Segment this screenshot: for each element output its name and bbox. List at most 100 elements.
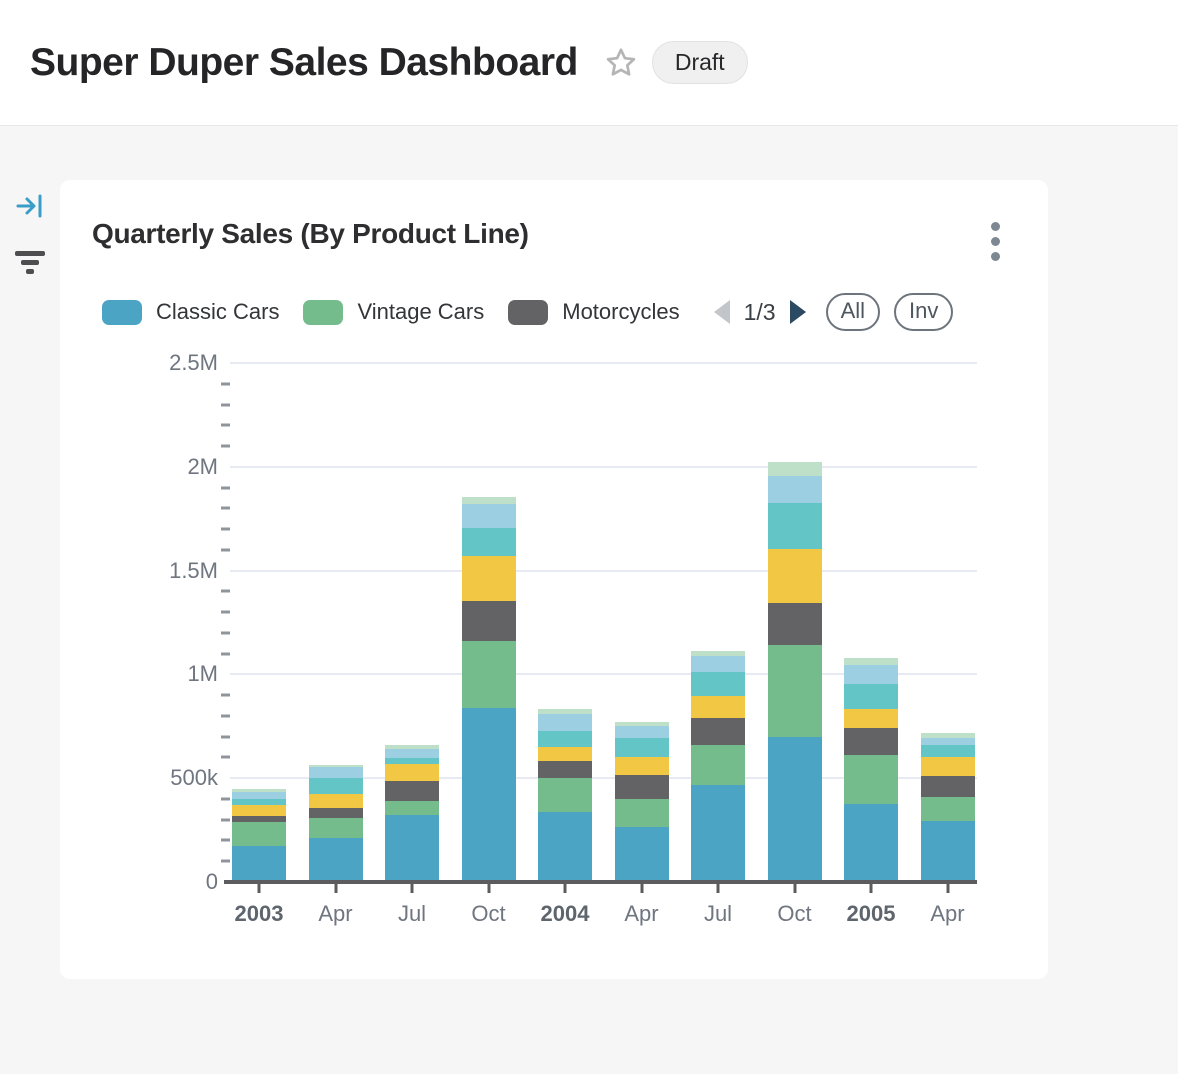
bar-segment-motorcycles[interactable] (385, 780, 439, 801)
bar-segment[interactable] (385, 764, 439, 781)
bar-segment-motorcycles[interactable] (614, 774, 669, 800)
bar-oct-3[interactable] (461, 363, 516, 882)
bar-segment[interactable] (538, 708, 592, 715)
legend-item-motorcycles[interactable]: Motorcycles (508, 299, 680, 325)
bar-jul-2[interactable] (385, 363, 439, 882)
bar-segment[interactable] (308, 777, 363, 794)
bar-segment-classic-cars[interactable] (538, 811, 592, 882)
bar-segment-motorcycles[interactable] (232, 815, 286, 823)
bar-segment-motorcycles[interactable] (691, 718, 745, 745)
bar-segment-vintage-cars[interactable] (308, 817, 363, 838)
bar-segment[interactable] (308, 764, 363, 767)
y-axis-tick-label: 2M (187, 453, 218, 479)
legend-page-indicator: 1/3 (743, 298, 776, 325)
bar-segment[interactable] (920, 732, 975, 739)
bar-segment[interactable] (614, 757, 669, 775)
bar-segment[interactable] (232, 791, 286, 799)
bar-2003-0[interactable] (232, 363, 286, 882)
bar-segment-motorcycles[interactable] (767, 602, 822, 645)
bar-2005-8[interactable] (844, 363, 898, 882)
bar-segment[interactable] (232, 798, 286, 806)
bar-segment[interactable] (461, 528, 516, 556)
bar-segment-classic-cars[interactable] (767, 736, 822, 882)
bar-segment[interactable] (920, 756, 975, 777)
bar-segment[interactable] (767, 475, 822, 503)
bar-segment-motorcycles[interactable] (920, 776, 975, 797)
bar-segment-motorcycles[interactable] (308, 808, 363, 818)
legend-swatch (508, 299, 549, 325)
chart-title: Quarterly Sales (By Product Line) (92, 218, 529, 249)
bar-segment[interactable] (767, 502, 822, 550)
legend-row: Classic Cars Vintage Cars Motorcycles 1/3 … (102, 292, 1016, 332)
bar-segment[interactable] (691, 695, 745, 719)
bar-segment-classic-cars[interactable] (232, 846, 286, 882)
bar-segment[interactable] (461, 504, 516, 529)
bar-segment[interactable] (614, 722, 669, 727)
y-axis-minor-tick (221, 382, 230, 386)
bar-apr-5[interactable] (614, 363, 669, 882)
bar-segment-vintage-cars[interactable] (538, 778, 592, 812)
bar-segment-classic-cars[interactable] (385, 814, 439, 882)
bar-segment[interactable] (691, 650, 745, 657)
bar-segment-vintage-cars[interactable] (614, 799, 669, 827)
bar-segment[interactable] (385, 745, 439, 749)
legend-prev-button[interactable] (713, 300, 730, 324)
bar-segment-classic-cars[interactable] (920, 820, 975, 882)
bar-segment[interactable] (844, 658, 898, 665)
bar-segment[interactable] (308, 766, 363, 778)
bar-segment-vintage-cars[interactable] (844, 755, 898, 805)
bar-segment[interactable] (538, 747, 592, 761)
legend-swatch (303, 299, 344, 325)
bar-segment[interactable] (844, 709, 898, 729)
bar-segment-vintage-cars[interactable] (691, 745, 745, 786)
bar-segment[interactable] (385, 758, 439, 765)
bar-segment-motorcycles[interactable] (461, 601, 516, 641)
bar-oct-7[interactable] (767, 363, 822, 882)
bar-segment-vintage-cars[interactable] (461, 640, 516, 709)
collapse-panel-icon[interactable] (8, 186, 52, 226)
bar-segment[interactable] (308, 793, 363, 809)
legend-next-button[interactable] (789, 300, 806, 324)
app-header: Super Duper Sales Dashboard Draft (0, 0, 1178, 126)
legend-item-classic-cars[interactable]: Classic Cars (102, 299, 279, 325)
bar-segment[interactable] (538, 714, 592, 731)
bar-segment-classic-cars[interactable] (614, 826, 669, 882)
bar-segment[interactable] (232, 805, 286, 816)
bar-segment-classic-cars[interactable] (461, 708, 516, 882)
bar-segment[interactable] (614, 726, 669, 739)
favorite-star-icon[interactable] (602, 44, 640, 82)
bar-segment[interactable] (691, 656, 745, 673)
bar-segment-vintage-cars[interactable] (232, 822, 286, 847)
bar-segment[interactable] (385, 748, 439, 759)
filter-icon[interactable] (8, 242, 52, 282)
bar-segment-motorcycles[interactable] (538, 760, 592, 778)
bar-segment-classic-cars[interactable] (308, 837, 363, 882)
bar-2004-4[interactable] (538, 363, 592, 882)
bar-segment-vintage-cars[interactable] (920, 796, 975, 821)
all-button[interactable]: All (825, 292, 881, 332)
bar-segment-classic-cars[interactable] (691, 785, 745, 882)
bar-segment[interactable] (461, 555, 516, 602)
bar-segment[interactable] (920, 745, 975, 757)
bar-segment-motorcycles[interactable] (844, 728, 898, 756)
bar-segment[interactable] (691, 672, 745, 696)
bar-segment[interactable] (767, 462, 822, 476)
bar-segment[interactable] (767, 549, 822, 603)
inv-button[interactable]: Inv (894, 292, 954, 332)
legend-item-vintage-cars[interactable]: Vintage Cars (303, 299, 484, 325)
bar-segment[interactable] (461, 496, 516, 505)
bar-segment-vintage-cars[interactable] (385, 800, 439, 815)
x-axis-tick (793, 884, 796, 893)
bar-segment-classic-cars[interactable] (844, 804, 898, 882)
bar-segment[interactable] (232, 789, 286, 792)
bar-segment[interactable] (614, 738, 669, 758)
kebab-menu-button[interactable] (983, 218, 1008, 265)
bar-segment[interactable] (844, 683, 898, 710)
bar-segment[interactable] (538, 730, 592, 748)
bar-segment-vintage-cars[interactable] (767, 644, 822, 737)
bar-segment[interactable] (920, 738, 975, 745)
bar-jul-6[interactable] (691, 363, 745, 882)
bar-segment[interactable] (844, 664, 898, 684)
bar-apr-1[interactable] (308, 363, 363, 882)
bar-apr-9[interactable] (920, 363, 975, 882)
